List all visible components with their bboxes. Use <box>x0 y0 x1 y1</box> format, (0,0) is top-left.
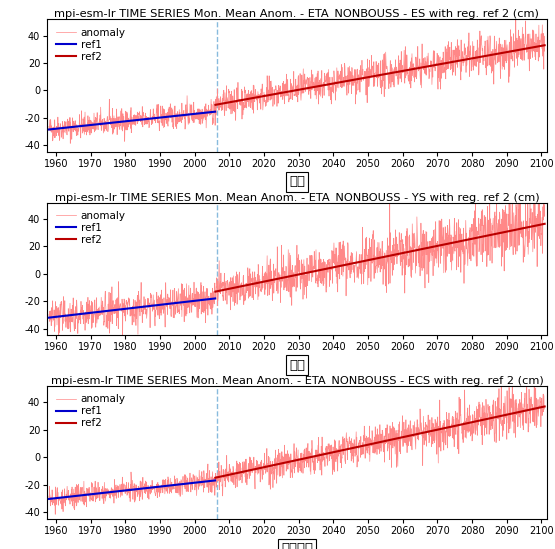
anomaly <box>103 315 110 321</box>
Text: 황해: 황해 <box>289 358 305 372</box>
ref2 <box>541 221 548 227</box>
anomaly <box>46 123 52 130</box>
anomaly <box>271 267 278 274</box>
ref2 <box>212 102 219 108</box>
Line: ref2: ref2 <box>215 45 544 105</box>
ref1 <box>212 295 219 302</box>
Title: mpi-esm-lr TIME SERIES Mon. Mean Anom. - ETA_NONBOUSS - ES with reg. ref 2 (cm): mpi-esm-lr TIME SERIES Mon. Mean Anom. -… <box>54 8 539 19</box>
anomaly <box>541 198 548 205</box>
anomaly <box>512 13 519 20</box>
anomaly <box>52 323 58 329</box>
anomaly <box>149 115 155 122</box>
anomaly <box>103 118 110 125</box>
ref1 <box>212 108 219 115</box>
anomaly <box>319 434 325 440</box>
ref2 <box>541 42 548 48</box>
ref2 <box>541 403 548 410</box>
Line: ref1: ref1 <box>49 299 215 318</box>
Title: mpi-esm-lr TIME SERIES Mon. Mean Anom. - ETA_NONBOUSS - ECS with reg. ref 2 (cm): mpi-esm-lr TIME SERIES Mon. Mean Anom. -… <box>51 375 543 386</box>
anomaly <box>149 302 155 309</box>
ref1 <box>46 496 52 502</box>
anomaly <box>56 337 62 344</box>
anomaly <box>531 374 538 381</box>
anomaly <box>271 86 278 93</box>
anomaly <box>46 493 52 500</box>
anomaly <box>541 43 548 49</box>
anomaly <box>532 186 538 192</box>
anomaly <box>475 232 481 238</box>
Line: ref1: ref1 <box>49 480 215 499</box>
anomaly <box>52 496 58 502</box>
Legend: anomaly, ref1, ref2: anomaly, ref1, ref2 <box>52 208 129 248</box>
Line: ref2: ref2 <box>215 224 544 292</box>
Title: mpi-esm-lr TIME SERIES Mon. Mean Anom. - ETA_NONBOUSS - YS with reg. ref 2 (cm): mpi-esm-lr TIME SERIES Mon. Mean Anom. -… <box>54 192 539 203</box>
anomaly <box>52 511 59 518</box>
Text: 동중국해: 동중국해 <box>281 542 313 549</box>
Legend: anomaly, ref1, ref2: anomaly, ref1, ref2 <box>52 391 129 432</box>
Legend: anomaly, ref1, ref2: anomaly, ref1, ref2 <box>52 24 129 65</box>
anomaly <box>149 483 155 490</box>
anomaly <box>52 116 58 123</box>
Line: ref2: ref2 <box>215 406 544 478</box>
Line: anomaly: anomaly <box>49 16 544 143</box>
Line: anomaly: anomaly <box>49 378 544 514</box>
anomaly <box>103 490 110 497</box>
anomaly <box>319 277 325 283</box>
anomaly <box>475 52 481 58</box>
anomaly <box>46 311 52 318</box>
ref2 <box>212 474 219 481</box>
anomaly <box>319 91 325 98</box>
anomaly <box>271 466 278 473</box>
ref1 <box>46 126 52 133</box>
Line: ref1: ref1 <box>49 111 215 130</box>
anomaly <box>67 140 74 147</box>
ref2 <box>212 288 219 295</box>
Text: 동해: 동해 <box>289 175 305 188</box>
ref1 <box>212 477 219 484</box>
anomaly <box>475 406 481 412</box>
ref1 <box>46 315 52 321</box>
anomaly <box>541 406 548 412</box>
Line: anomaly: anomaly <box>49 189 544 340</box>
